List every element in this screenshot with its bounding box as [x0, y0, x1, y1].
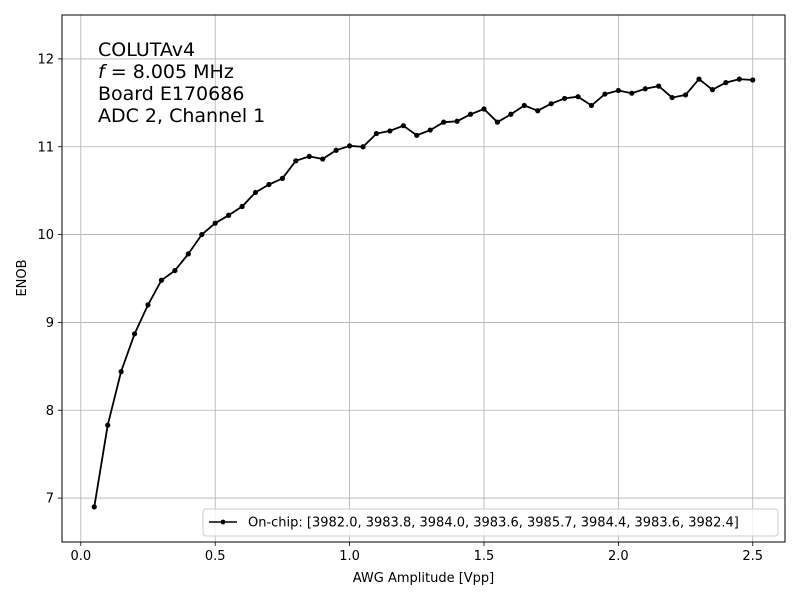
data-point — [226, 212, 232, 218]
annotation-line-1: COLUTAv4 — [98, 39, 195, 61]
x-tick-label: 0.5 — [205, 549, 226, 564]
annotation-line-3: Board E170686 — [98, 83, 244, 105]
data-point — [750, 77, 756, 83]
y-tick-label: 12 — [37, 52, 54, 67]
data-point — [454, 118, 460, 124]
data-point — [723, 80, 729, 86]
data-point — [105, 422, 111, 428]
data-point — [441, 119, 447, 125]
x-axis-label: AWG Amplitude [Vpp] — [353, 571, 495, 586]
data-point — [696, 76, 702, 82]
data-point — [118, 369, 124, 375]
legend-label: On-chip: [3982.0, 3983.8, 3984.0, 3983.6… — [248, 516, 739, 531]
y-tick-label: 10 — [37, 228, 54, 243]
data-point — [252, 189, 259, 196]
y-axis-ticks: 7 8 9 10 11 12 — [37, 52, 62, 507]
x-tick-label: 1.5 — [474, 549, 495, 564]
data-point — [91, 504, 97, 510]
data-point — [293, 158, 299, 164]
data-point — [615, 87, 621, 94]
data-point — [494, 119, 501, 125]
data-point — [709, 87, 716, 93]
data-point — [521, 102, 527, 109]
data-point — [629, 90, 635, 96]
data-point — [588, 102, 595, 109]
data-point — [387, 128, 393, 134]
y-tick-label: 9 — [46, 316, 54, 331]
data-point — [239, 203, 245, 210]
y-tick-label: 8 — [46, 404, 54, 419]
data-point — [669, 94, 675, 101]
grid — [62, 15, 785, 542]
data-point — [199, 231, 205, 238]
data-point — [736, 76, 742, 82]
plot-frame — [61, 14, 786, 543]
annotation-line-2: f = 8.005 MHz — [98, 61, 234, 83]
annotation: COLUTAv4 f = 8.005 MHz Board E170686 ADC… — [98, 39, 265, 127]
data-point — [682, 92, 689, 98]
data-point — [346, 143, 353, 149]
x-tick-label: 0.0 — [70, 549, 91, 564]
data-point — [306, 153, 312, 160]
y-tick-label: 11 — [37, 140, 54, 155]
x-tick-label: 1.0 — [339, 549, 360, 564]
data-point — [172, 267, 178, 274]
data-point — [467, 111, 474, 117]
y-axis-label: ENOB — [15, 259, 30, 296]
data-point — [266, 181, 272, 188]
data-point — [508, 111, 514, 117]
data-point — [427, 127, 433, 133]
data-point — [562, 95, 568, 102]
x-tick-label: 2.5 — [742, 549, 763, 564]
data-point — [145, 302, 151, 308]
data-point — [575, 94, 581, 100]
data-point — [481, 106, 487, 112]
data-point — [158, 277, 165, 283]
data-point — [360, 144, 366, 150]
x-tick-label: 2.0 — [608, 549, 629, 564]
data-point — [373, 130, 380, 137]
y-tick-label: 7 — [46, 492, 54, 507]
data-point — [400, 123, 406, 129]
data-point — [602, 91, 608, 97]
annotation-line-4: ADC 2, Channel 1 — [98, 105, 265, 127]
series-layer — [91, 76, 756, 510]
data-point — [656, 83, 662, 89]
legend-box — [202, 508, 779, 537]
data-point — [535, 108, 541, 114]
series-line — [93, 78, 753, 508]
data-point — [414, 132, 420, 138]
data-point — [320, 156, 326, 162]
data-point — [131, 331, 138, 337]
data-point — [185, 251, 191, 257]
x-axis-ticks: 0.0 0.5 1.0 1.5 2.0 2.5 — [70, 542, 763, 564]
legend: On-chip: [3982.0, 3983.8, 3984.0, 3983.6… — [202, 508, 779, 537]
data-point — [279, 175, 285, 181]
data-point — [548, 101, 554, 107]
data-point — [333, 147, 339, 153]
legend-marker-swatch — [220, 519, 226, 525]
data-point — [212, 220, 218, 226]
data-point — [642, 86, 648, 92]
